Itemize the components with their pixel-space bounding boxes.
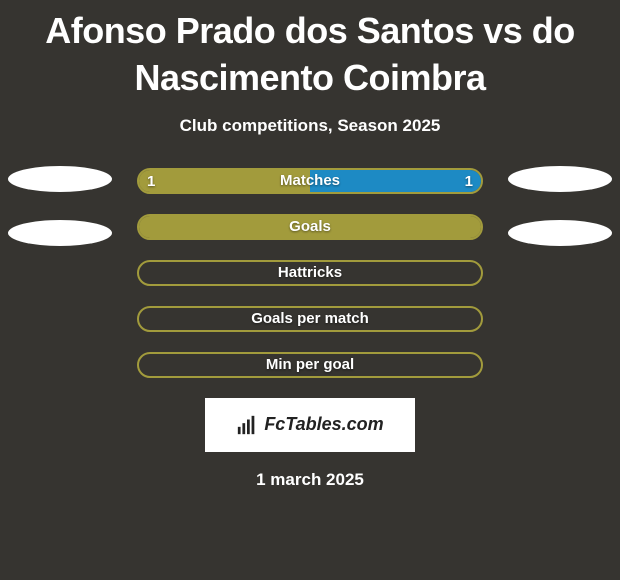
stat-row: Goals xyxy=(0,214,620,242)
stat-label: Matches xyxy=(139,170,481,192)
stat-bar: Hattricks xyxy=(137,260,483,286)
stat-label: Min per goal xyxy=(139,354,481,376)
stat-row: Hattricks xyxy=(0,260,620,288)
stats-container: Matches1 1 Goals Hattricks Goals per match Mi… xyxy=(0,168,620,380)
stat-row: Matches1 1 xyxy=(0,168,620,196)
stat-bar: Goals per match xyxy=(137,306,483,332)
stat-value-right: 1 xyxy=(455,168,483,196)
stat-bar: Matches xyxy=(137,168,483,194)
player-right-marker xyxy=(508,220,612,246)
player-left-marker xyxy=(8,166,112,192)
stat-label: Goals xyxy=(139,216,481,238)
stat-label: Hattricks xyxy=(139,262,481,284)
subtitle: Club competitions, Season 2025 xyxy=(0,116,620,136)
page-title: Afonso Prado dos Santos vs do Nascimento… xyxy=(0,0,620,102)
stat-row: Min per goal xyxy=(0,352,620,380)
source-badge: FcTables.com xyxy=(205,398,415,452)
stat-row: Goals per match xyxy=(0,306,620,334)
bar-chart-icon xyxy=(236,414,258,436)
badge-text: FcTables.com xyxy=(264,414,383,435)
date-label: 1 march 2025 xyxy=(0,470,620,490)
stat-value-left: 1 xyxy=(137,168,165,196)
player-right-marker xyxy=(508,166,612,192)
stat-label: Goals per match xyxy=(139,308,481,330)
stat-bar: Min per goal xyxy=(137,352,483,378)
stat-bar: Goals xyxy=(137,214,483,240)
player-left-marker xyxy=(8,220,112,246)
